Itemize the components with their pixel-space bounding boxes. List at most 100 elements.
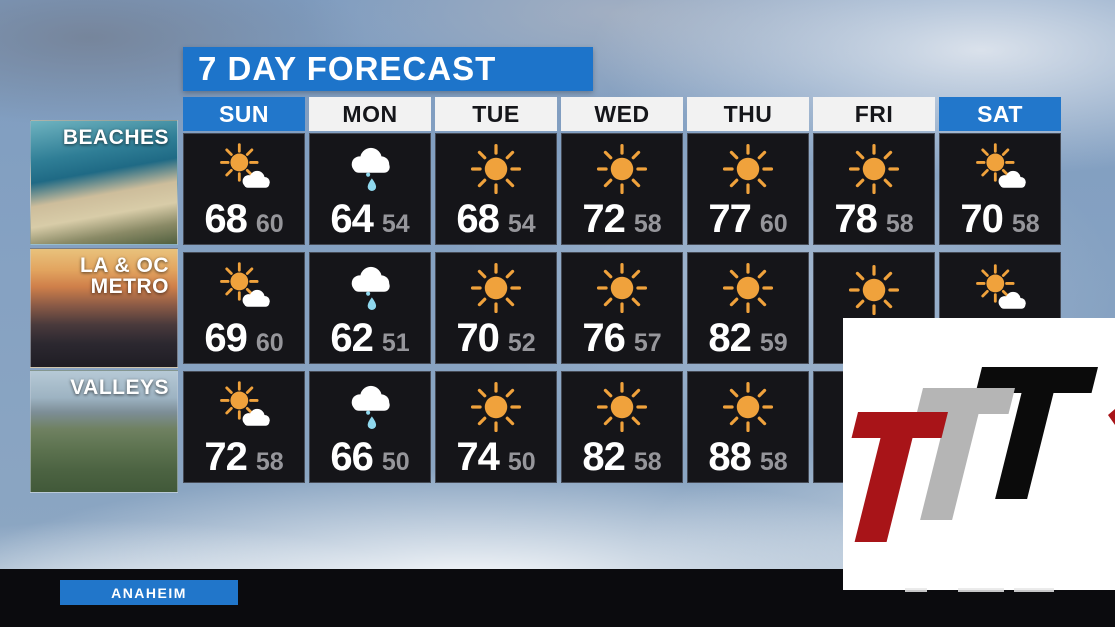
page-title: 7 DAY FORECAST	[198, 50, 497, 87]
temps: 82 59	[708, 318, 787, 358]
temps: 68 60	[204, 199, 283, 239]
rain-icon	[351, 266, 390, 311]
temps: 68 54	[456, 199, 535, 239]
sunny-icon-wrap	[718, 377, 778, 437]
logo-letter-t-gray	[916, 388, 1015, 520]
day-header-fri: FRI	[813, 97, 935, 131]
forecast-row-beaches: 68 60 64 54 68 54 72 58 77 60 78 58	[183, 133, 1061, 245]
cell-beaches-fri: 78 58	[813, 133, 935, 245]
rain-icon-wrap	[340, 258, 400, 318]
day-header-row: SUN MON TUE WED THU FRI SAT	[183, 97, 1061, 131]
high-temp: 82	[582, 435, 625, 479]
high-temp: 70	[456, 316, 499, 360]
partly-cloudy-icon-wrap	[970, 139, 1030, 199]
sunny-icon-wrap	[466, 377, 526, 437]
cell-beaches-wed: 72 58	[561, 133, 683, 245]
sunny-icon-wrap	[466, 258, 526, 318]
temps: 72 58	[582, 199, 661, 239]
region-photo-metro: LA & OC METRO	[30, 248, 178, 368]
temps: 66 50	[330, 437, 409, 477]
temps: 62 51	[330, 318, 409, 358]
region-label-metro: LA & OC METRO	[80, 255, 169, 298]
day-header-sat: SAT	[939, 97, 1061, 131]
rain-icon	[351, 147, 390, 192]
day-header-sun: SUN	[183, 97, 305, 131]
clipped-ticker-text-fragment	[958, 588, 1004, 592]
cell-beaches-tue: 68 54	[435, 133, 557, 245]
low-temp: 58	[759, 448, 788, 476]
sunny-icon	[470, 381, 522, 433]
sunny-icon-wrap	[844, 139, 904, 199]
low-temp: 58	[1011, 210, 1040, 238]
cell-valleys-tue: 74 50	[435, 371, 557, 483]
partly-cloudy-icon	[220, 143, 270, 188]
high-temp: 68	[456, 197, 499, 241]
sunny-icon-wrap	[592, 139, 652, 199]
sunny-icon	[470, 262, 522, 314]
ttt-logo	[851, 367, 1115, 542]
high-temp: 72	[582, 197, 625, 241]
logo-letter-t-red	[851, 412, 948, 542]
partly-cloudy-icon	[976, 264, 1026, 309]
low-temp: 60	[255, 329, 284, 357]
lower-third-bar: ANAHEIM	[0, 569, 1115, 627]
low-temp: 58	[633, 210, 662, 238]
cell-metro-wed: 76 57	[561, 252, 683, 364]
high-temp: 74	[456, 435, 499, 479]
temps: 82 58	[582, 437, 661, 477]
partly-cloudy-icon	[220, 381, 270, 426]
high-temp: 76	[582, 316, 625, 360]
forecast-row-metro: 69 60 62 51 70 52 76 57 82 59	[183, 252, 1061, 364]
cell-valleys-mon: 66 50	[309, 371, 431, 483]
region-label-text: BEACHES	[62, 126, 169, 149]
region-photo-valleys: VALLEYS	[30, 370, 178, 493]
partly-cloudy-icon	[976, 143, 1026, 188]
low-temp: 50	[381, 448, 410, 476]
cell-valleys-thu: 88 58	[687, 371, 809, 483]
logo-letter-t-black	[975, 367, 1098, 499]
temps: 76 57	[582, 318, 661, 358]
sunny-icon	[848, 264, 900, 316]
temps: 74 50	[456, 437, 535, 477]
sunny-icon	[848, 143, 900, 195]
high-temp: 82	[708, 316, 751, 360]
high-temp: 66	[330, 435, 373, 479]
high-temp: 78	[834, 197, 877, 241]
cell-metro-tue: 70 52	[435, 252, 557, 364]
high-temp: 70	[960, 197, 1003, 241]
logo-edge-fragment	[1108, 409, 1115, 425]
low-temp: 52	[507, 329, 536, 357]
sunny-icon-wrap	[592, 377, 652, 437]
sunny-icon-wrap	[844, 258, 904, 322]
sunny-icon	[722, 262, 774, 314]
low-temp: 60	[255, 210, 284, 238]
sunny-icon-wrap	[718, 258, 778, 318]
low-temp: 58	[633, 448, 662, 476]
day-header-wed: WED	[561, 97, 683, 131]
low-temp: 54	[381, 210, 410, 238]
day-header-tue: TUE	[435, 97, 557, 131]
partly-cloudy-icon-wrap	[214, 377, 274, 437]
high-temp: 69	[204, 316, 247, 360]
cell-metro-thu: 82 59	[687, 252, 809, 364]
partly-cloudy-icon	[220, 262, 270, 307]
region-photo-beaches: BEACHES	[30, 120, 178, 245]
sunny-icon-wrap	[466, 139, 526, 199]
rain-icon	[351, 385, 390, 430]
region-label-text: METRO	[90, 275, 169, 299]
cell-valleys-wed: 82 58	[561, 371, 683, 483]
temps: 70 52	[456, 318, 535, 358]
cell-beaches-thu: 77 60	[687, 133, 809, 245]
high-temp: 68	[204, 197, 247, 241]
low-temp: 58	[255, 448, 284, 476]
region-label-beaches: BEACHES	[62, 126, 169, 149]
day-header-mon: MON	[309, 97, 431, 131]
low-temp: 51	[381, 329, 410, 357]
sunny-icon	[722, 381, 774, 433]
title-bar: 7 DAY FORECAST	[183, 47, 593, 91]
low-temp: 54	[507, 210, 536, 238]
region-label-text: LA & OC	[79, 254, 169, 277]
location-tag: ANAHEIM	[60, 580, 238, 605]
temps: 72 58	[204, 437, 283, 477]
